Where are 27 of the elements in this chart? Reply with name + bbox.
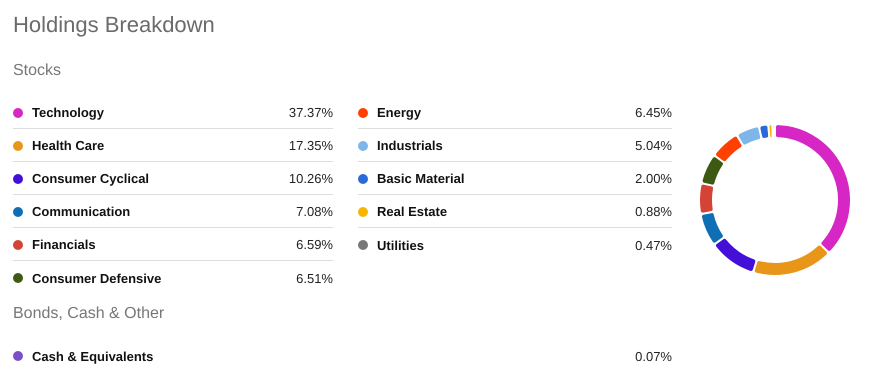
data-label: 0.47%	[635, 238, 672, 252]
data-label: 6.51%	[296, 270, 333, 286]
legend-label: Technology	[32, 105, 105, 120]
legend-label: Financials	[32, 237, 97, 252]
data-label: 37.37%	[288, 105, 333, 120]
data-label: 6.59%	[296, 237, 333, 252]
legend-label: Real Estate	[377, 204, 448, 219]
legend-label: Health Care	[32, 138, 106, 153]
legend-label: Consumer Cyclical	[32, 171, 150, 186]
data-label: 0.07%	[635, 348, 672, 364]
data-label: 2.00%	[635, 171, 672, 186]
legend-label: Basic Material	[377, 171, 466, 186]
data-label: 0.88%	[635, 204, 672, 219]
legend-label: Consumer Defensive	[32, 270, 162, 286]
data-label: 10.26%	[288, 171, 333, 186]
legend-label: Utilities	[377, 238, 425, 252]
legend-label: Energy	[377, 105, 422, 120]
data-label: 6.45%	[635, 105, 672, 120]
data-label: 5.04%	[635, 138, 672, 153]
data-label: 7.08%	[296, 204, 333, 219]
data-label: 17.35%	[288, 138, 333, 153]
text: Stocks	[13, 62, 62, 80]
chart-title: Holdings Breakdown	[13, 12, 215, 38]
legend-label: Industrials	[377, 138, 444, 153]
legend-label: Cash & Equivalents	[32, 348, 154, 364]
text: Bonds, Cash & Other	[13, 305, 164, 323]
legend-label: Communication	[32, 204, 132, 219]
